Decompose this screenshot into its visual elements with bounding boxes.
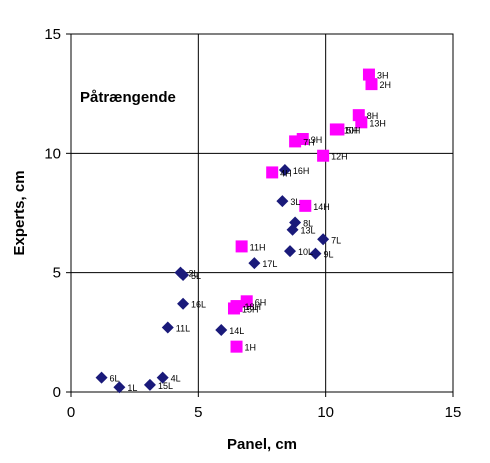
point-label: 8L xyxy=(303,219,313,229)
point-label: 16L xyxy=(191,300,206,310)
point-label: 7H xyxy=(303,137,315,147)
axis-ticks: 0 5 10 15 0 5 10 15 xyxy=(44,26,461,421)
diamond-marker xyxy=(248,257,261,270)
point-label: 10L xyxy=(298,247,313,257)
point-label: 13H xyxy=(369,118,386,128)
point-label: 7L xyxy=(331,235,341,245)
diamond-marker xyxy=(143,378,156,391)
x-tick-label: 5 xyxy=(194,404,202,421)
point-label: 3L xyxy=(290,197,300,207)
diamond-marker xyxy=(113,381,126,394)
y-tick-label: 10 xyxy=(44,145,61,162)
point-label: 6H xyxy=(255,297,267,307)
square-marker xyxy=(230,300,243,313)
square-marker xyxy=(317,149,330,162)
point-label: 9H xyxy=(311,135,323,145)
point-label: 2L xyxy=(189,269,199,279)
square-marker xyxy=(329,123,342,136)
point-label: 11H xyxy=(250,242,266,252)
square-marker xyxy=(240,295,253,308)
point-label: 13L xyxy=(301,226,316,236)
diamond-marker xyxy=(284,245,297,258)
point-label: 11L xyxy=(176,324,190,334)
chart-annotation: Påtrængende xyxy=(80,89,176,106)
point-label: 10H xyxy=(344,125,361,135)
point-label: 16H xyxy=(293,166,310,176)
point-label: 14L xyxy=(229,326,244,336)
point-label: 18H xyxy=(245,302,262,312)
point-label: 14H xyxy=(313,202,330,212)
x-tick-label: 0 xyxy=(67,404,75,421)
point-label: 1L xyxy=(127,383,137,393)
point-label: 8H xyxy=(367,111,379,121)
diamond-marker xyxy=(278,164,291,177)
point-label: 2H xyxy=(380,80,392,90)
diamond-marker xyxy=(156,371,169,384)
point-label: 9L xyxy=(323,250,333,260)
square-marker xyxy=(296,133,309,146)
point-label: 5H xyxy=(346,125,358,135)
point-label: 17L xyxy=(262,259,277,269)
x-tick-label: 10 xyxy=(317,404,334,421)
square-marker xyxy=(235,240,248,253)
square-marker xyxy=(355,116,368,129)
diamond-marker xyxy=(177,297,190,310)
square-marker xyxy=(362,68,375,81)
y-tick-label: 0 xyxy=(53,384,61,401)
square-marker xyxy=(365,78,378,91)
point-label: 15H xyxy=(242,304,259,314)
square-marker xyxy=(299,199,312,212)
y-tick-label: 15 xyxy=(44,26,61,43)
grid xyxy=(71,34,453,392)
square-marker xyxy=(230,340,243,353)
diamond-marker xyxy=(276,195,289,208)
diamond-marker xyxy=(95,371,108,384)
diamond-marker xyxy=(177,269,190,282)
point-label: 5L xyxy=(191,271,201,281)
x-tick-label: 15 xyxy=(445,404,462,421)
point-label: 12H xyxy=(331,152,348,162)
plot-area-frame xyxy=(70,33,454,393)
diamond-marker xyxy=(317,233,330,246)
data-markers xyxy=(95,68,378,394)
point-label: 6L xyxy=(110,374,120,384)
diamond-marker xyxy=(286,223,299,236)
x-axis-title: Panel, cm xyxy=(227,436,297,453)
square-marker xyxy=(266,166,279,179)
point-label: 15L xyxy=(158,381,173,391)
diamond-marker xyxy=(161,321,174,334)
y-tick-label: 5 xyxy=(53,265,61,282)
diamond-marker xyxy=(309,247,322,260)
diamond-marker xyxy=(215,323,228,336)
y-axis-title: Experts, cm xyxy=(11,170,28,255)
point-label: 1H xyxy=(245,343,257,353)
point-label: 4L xyxy=(171,374,181,384)
point-label: 4H xyxy=(280,168,292,178)
point-label: 3H xyxy=(377,71,389,81)
